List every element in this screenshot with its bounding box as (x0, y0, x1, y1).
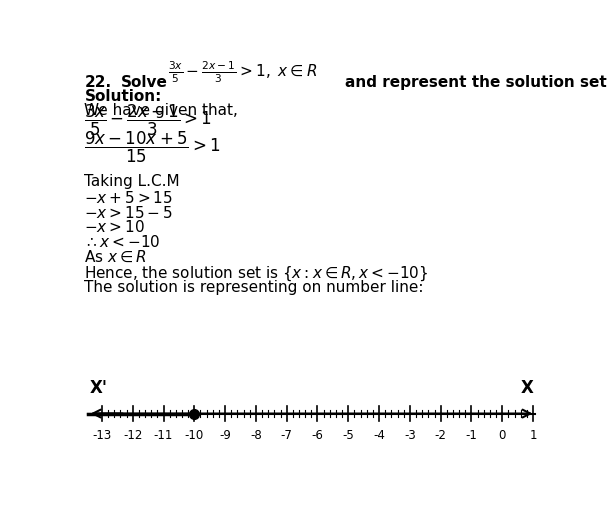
Text: Solve: Solve (121, 75, 168, 90)
Text: -1: -1 (466, 429, 477, 442)
Text: X: X (520, 379, 533, 397)
Text: -10: -10 (185, 429, 204, 442)
Text: $\dfrac{9x - 10x + 5}{15} > 1$: $\dfrac{9x - 10x + 5}{15} > 1$ (85, 130, 221, 165)
Text: -13: -13 (92, 429, 111, 442)
Text: -5: -5 (342, 429, 354, 442)
Text: -11: -11 (154, 429, 173, 442)
Text: As $x \in R$: As $x \in R$ (85, 249, 147, 265)
Text: We have given that,: We have given that, (85, 103, 238, 118)
Text: $-x > 10$: $-x > 10$ (85, 219, 145, 235)
Text: -4: -4 (373, 429, 385, 442)
Text: -12: -12 (123, 429, 142, 442)
Text: Taking L.C.M: Taking L.C.M (85, 174, 180, 189)
Text: 22.: 22. (85, 75, 112, 90)
Text: $\dfrac{3x}{5} - \dfrac{2x-1}{3} > 1$: $\dfrac{3x}{5} - \dfrac{2x-1}{3} > 1$ (85, 103, 212, 138)
Text: -9: -9 (219, 429, 231, 442)
Text: $-x + 5 > 15$: $-x + 5 > 15$ (85, 190, 173, 206)
Text: X': X' (90, 379, 108, 397)
Text: Hence, the solution set is $\{x: x \in R, x < -10\}$: Hence, the solution set is $\{x: x \in R… (85, 265, 429, 283)
Text: $-x > 15 - 5$: $-x > 15 - 5$ (85, 204, 173, 220)
Text: The solution is representing on number line:: The solution is representing on number l… (85, 280, 424, 295)
Text: 0: 0 (499, 429, 506, 442)
Text: and represent the solution set on the number line.: and represent the solution set on the nu… (345, 75, 608, 90)
Text: Solution:: Solution: (85, 89, 162, 104)
Text: 1: 1 (530, 429, 537, 442)
Text: -6: -6 (311, 429, 323, 442)
Text: -2: -2 (435, 429, 447, 442)
Text: $\therefore x < -10$: $\therefore x < -10$ (85, 234, 161, 250)
Text: -8: -8 (250, 429, 262, 442)
Text: -3: -3 (404, 429, 416, 442)
Text: -7: -7 (281, 429, 292, 442)
Text: $\frac{3x}{5} - \frac{2x-1}{3} > 1,\ x \in R$: $\frac{3x}{5} - \frac{2x-1}{3} > 1,\ x \… (168, 59, 317, 85)
